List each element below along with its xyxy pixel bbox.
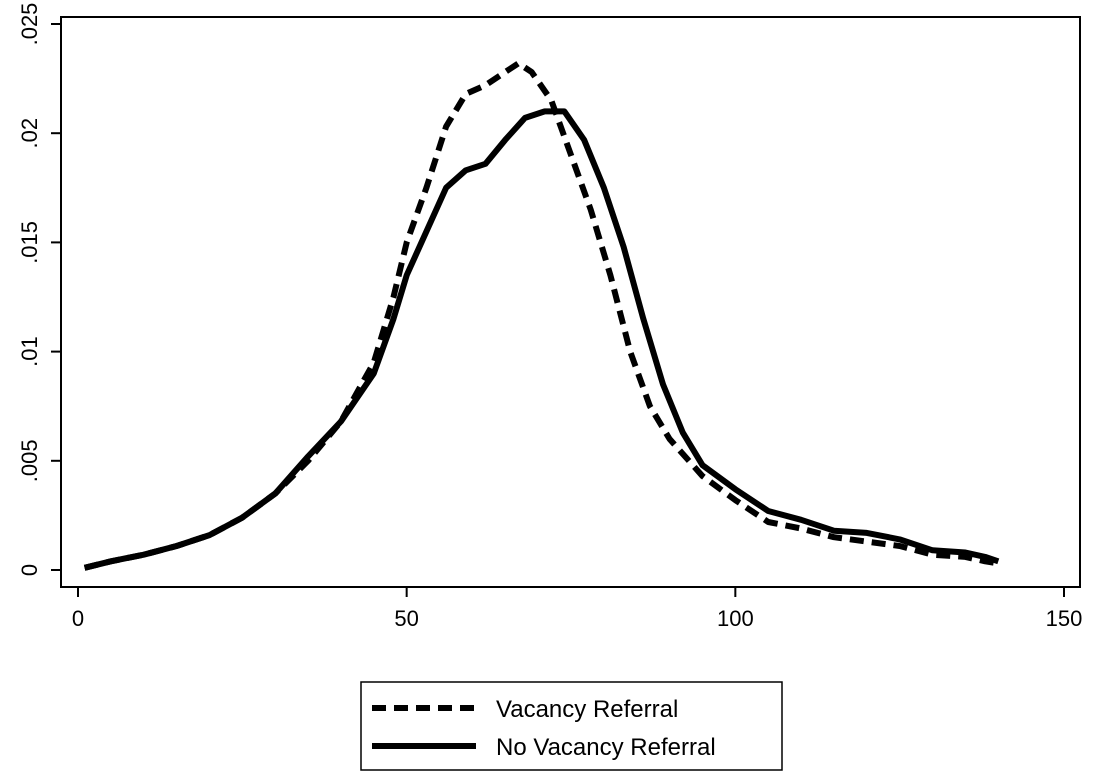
x-tick-label: 0 [72, 606, 84, 631]
x-tick-label: 150 [1046, 606, 1083, 631]
x-tick-label: 50 [394, 606, 418, 631]
legend-box [360, 681, 783, 771]
y-tick-label: .01 [17, 336, 42, 367]
y-tick-label: .015 [17, 221, 42, 264]
legend-label-no-vacancy-referral: No Vacancy Referral [496, 734, 716, 761]
plot-layer [83, 60, 1000, 571]
x-tick-label: 100 [717, 606, 754, 631]
plot-frame [60, 16, 1081, 588]
y-tick-label: .005 [17, 439, 42, 482]
legend: Vacancy Referral No Vacancy Referral [360, 681, 783, 771]
legend-label-vacancy-referral: Vacancy Referral [496, 696, 678, 723]
y-tick-label: .02 [17, 118, 42, 149]
y-tick-label: .025 [17, 3, 42, 46]
y-tick-label: 0 [17, 564, 42, 576]
series-line-no-vacancy-referral [83, 108, 1000, 571]
axes-layer: 0 50 100 150 0 .005 .01 .015 .02 .025 [17, 3, 1082, 631]
